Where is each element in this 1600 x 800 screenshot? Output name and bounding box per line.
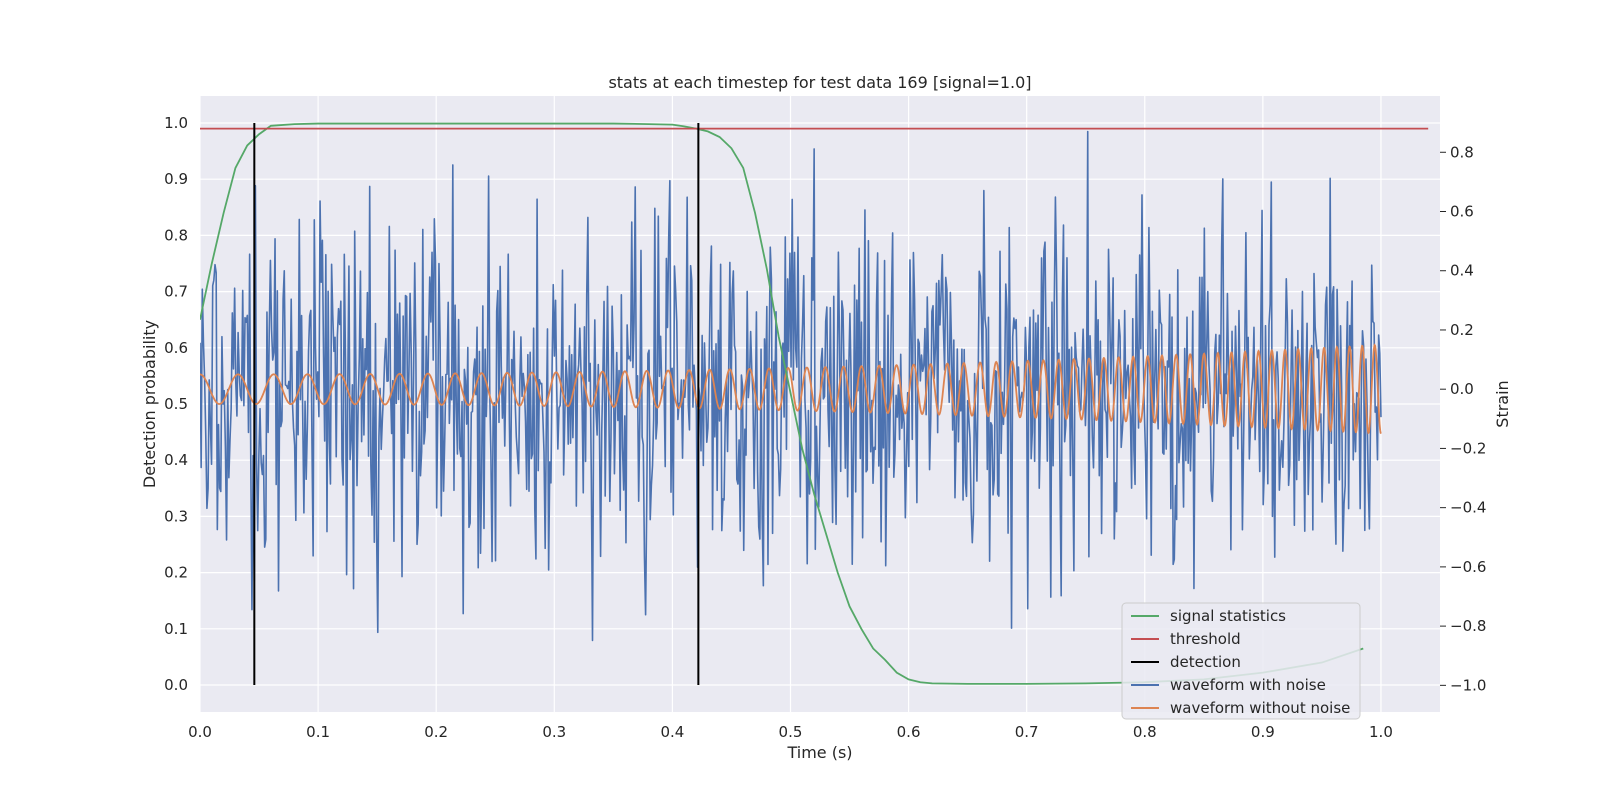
y-tick-label: 0.4	[164, 451, 188, 469]
y2-tick-label: −0.6	[1450, 558, 1486, 576]
y2-tick-label: 0.2	[1450, 321, 1474, 339]
y-tick-label: 0.7	[164, 283, 188, 301]
legend-label-detection: detection	[1170, 653, 1241, 671]
x-tick-label: 0.2	[424, 723, 448, 741]
y-tick-label: 0.9	[164, 170, 188, 188]
y-tick-label: 0.5	[164, 395, 188, 413]
legend-label-signal: signal statistics	[1170, 607, 1286, 625]
legend-label-noisy: waveform with noise	[1170, 676, 1326, 694]
y2-tick-label: −0.4	[1450, 499, 1486, 517]
x-axis-ticks: 0.0 0.1 0.2 0.3 0.4 0.5 0.6 0.7 0.8 0.9 1.0	[188, 723, 1393, 741]
legend: signal statistics threshold detection wa…	[1121, 602, 1361, 720]
y2-tick-label: −0.2	[1450, 439, 1486, 457]
y-axis-ticks: 0.0 0.1 0.2 0.3 0.4 0.5 0.6 0.7 0.8 0.9 1.0	[164, 114, 188, 694]
y-axis-label: Detection probability	[140, 320, 159, 488]
legend-label-clean: waveform without noise	[1170, 699, 1350, 717]
y-tick-label: 0.1	[164, 620, 188, 638]
x-tick-label: 0.8	[1133, 723, 1157, 741]
x-tick-label: 0.7	[1015, 723, 1039, 741]
series-waveform-with-noise	[200, 130, 1382, 642]
y2-tick-label: 0.6	[1450, 203, 1474, 221]
series-waveform-without-noise	[200, 343, 1382, 435]
legend-label-threshold: threshold	[1170, 630, 1241, 648]
y-tick-label: 1.0	[164, 114, 188, 132]
y-tick-label: 0.3	[164, 507, 188, 525]
x-tick-label: 0.9	[1251, 723, 1275, 741]
x-tick-label: 0.5	[779, 723, 803, 741]
x-tick-label: 0.1	[306, 723, 330, 741]
legend-box	[1121, 602, 1361, 720]
x-tick-label: 0.3	[542, 723, 566, 741]
x-tick-label: 1.0	[1369, 723, 1393, 741]
y-tick-label: 0.6	[164, 339, 188, 357]
y2-tick-label: −1.0	[1450, 676, 1486, 694]
y2-tick-label: 0.0	[1450, 380, 1474, 398]
y2-axis-label: Strain	[1493, 380, 1512, 427]
y-tick-label: 0.8	[164, 226, 188, 244]
y2-tick-label: 0.8	[1450, 143, 1474, 161]
y2-tick-label: −0.8	[1450, 617, 1486, 635]
chart-title: stats at each timestep for test data 169…	[608, 73, 1031, 92]
x-axis-label: Time (s)	[786, 743, 852, 762]
y2-axis-ticks: −1.0 −0.8 −0.6 −0.4 −0.2 0.0 0.2 0.4 0.6 0.8	[1440, 143, 1486, 694]
y-tick-label: 0.2	[164, 564, 188, 582]
y-tick-label: 0.0	[164, 676, 188, 694]
x-tick-label: 0.0	[188, 723, 212, 741]
y2-tick-label: 0.4	[1450, 262, 1474, 280]
plot-series	[200, 122, 1429, 686]
x-tick-label: 0.6	[897, 723, 921, 741]
series-signal-statistics	[200, 122, 1364, 685]
x-tick-label: 0.4	[660, 723, 684, 741]
